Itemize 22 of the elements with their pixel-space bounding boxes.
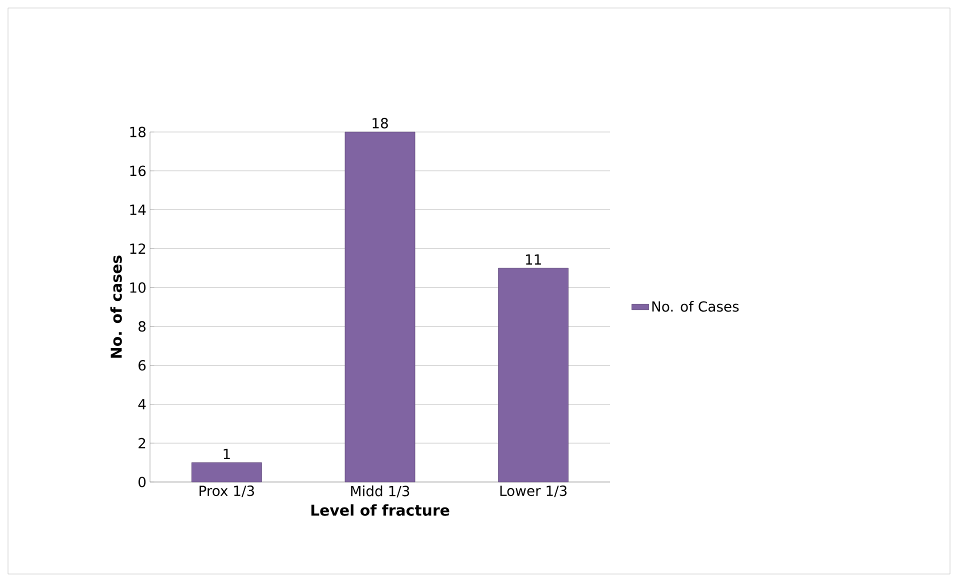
bar [191, 462, 262, 482]
data-label: 11 [526, 254, 541, 265]
data-label: 1 [224, 448, 230, 460]
y-tick-label: 16 [130, 166, 146, 176]
y-tick-label: 6 [138, 360, 146, 371]
y-tick-label: 8 [138, 321, 146, 332]
bar [498, 268, 569, 482]
y-tick-label: 14 [130, 204, 146, 215]
data-label: 18 [372, 118, 388, 128]
x-tick-label: Lower 1/3 [500, 486, 567, 498]
y-tick-label: 12 [130, 243, 146, 254]
y-tick-label: 4 [138, 399, 146, 410]
x-axis-title: Level of fracture [311, 504, 450, 516]
x-tick-label: Prox 1/3 [200, 486, 254, 498]
bar [344, 132, 416, 482]
y-tick-label: 2 [138, 438, 146, 448]
y-tick-label: 10 [130, 282, 146, 293]
y-axis-title: No. of cases [110, 256, 122, 358]
y-tick-label: 18 [130, 126, 146, 138]
x-tick-label: Midd 1/3 [351, 486, 410, 498]
legend-label: No. of Cases [652, 300, 739, 312]
y-tick-label: 0 [138, 476, 146, 488]
